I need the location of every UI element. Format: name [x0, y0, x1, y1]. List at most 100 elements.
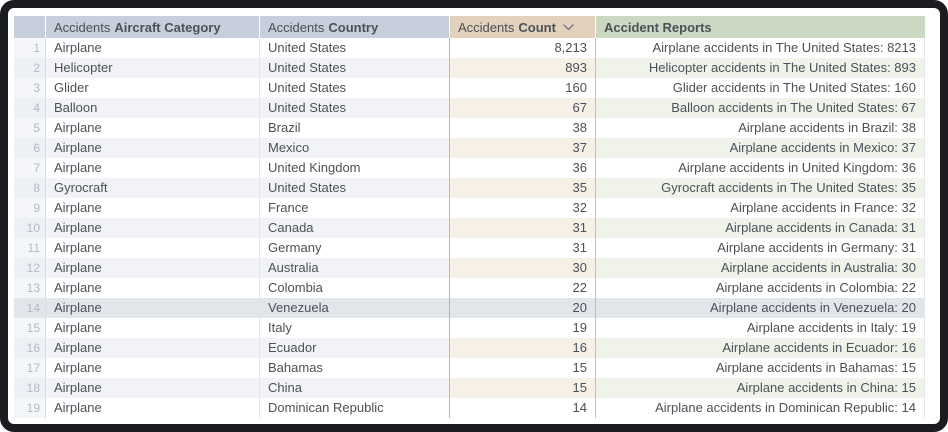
- table-row[interactable]: 17 Airplane Bahamas 15 Airplane accident…: [14, 358, 925, 378]
- aircraft-category-cell: Airplane: [46, 198, 260, 218]
- table-row[interactable]: 12 Airplane Australia 30 Airplane accide…: [14, 258, 925, 278]
- row-number-cell: 11: [14, 238, 46, 258]
- aircraft-category-cell: Airplane: [46, 158, 260, 178]
- report-cell: Airplane accidents in Venezuela: 20: [596, 298, 925, 318]
- column-header-label: Aircraft Category: [114, 19, 221, 35]
- aircraft-category-cell: Airplane: [46, 118, 260, 138]
- row-number-cell: 10: [14, 218, 46, 238]
- aircraft-category-cell: Balloon: [46, 98, 260, 118]
- report-cell: Airplane accidents in The United States:…: [596, 38, 925, 58]
- count-cell: 67: [450, 98, 596, 118]
- column-header-accident-reports[interactable]: Accident Reports: [596, 16, 925, 38]
- country-cell: Germany: [260, 238, 450, 258]
- report-cell: Airplane accidents in Colombia: 22: [596, 278, 925, 298]
- row-number-cell: 19: [14, 398, 46, 418]
- aircraft-category-cell: Airplane: [46, 38, 260, 58]
- row-number-cell: 18: [14, 378, 46, 398]
- column-header-count[interactable]: Accidents Count: [450, 16, 596, 38]
- report-cell: Airplane accidents in Mexico: 37: [596, 138, 925, 158]
- table-row[interactable]: 9 Airplane France 32 Airplane accidents …: [14, 198, 925, 218]
- row-number-cell: 13: [14, 278, 46, 298]
- aircraft-category-cell: Gyrocraft: [46, 178, 260, 198]
- table-row[interactable]: 6 Airplane Mexico 37 Airplane accidents …: [14, 138, 925, 158]
- report-cell: Airplane accidents in Germany: 31: [596, 238, 925, 258]
- report-cell: Airplane accidents in Canada: 31: [596, 218, 925, 238]
- row-number-cell: 12: [14, 258, 46, 278]
- column-header-prefix: Accidents: [54, 19, 111, 35]
- report-cell: Gyrocraft accidents in The United States…: [596, 178, 925, 198]
- report-cell: Airplane accidents in China: 15: [596, 378, 925, 398]
- row-number-cell: 8: [14, 178, 46, 198]
- count-cell: 31: [450, 218, 596, 238]
- report-cell: Glider accidents in The United States: 1…: [596, 78, 925, 98]
- country-cell: Canada: [260, 218, 450, 238]
- table-row[interactable]: 14 Airplane Venezuela 20 Airplane accide…: [14, 298, 925, 318]
- table-row[interactable]: 13 Airplane Colombia 22 Airplane acciden…: [14, 278, 925, 298]
- aircraft-category-cell: Glider: [46, 78, 260, 98]
- chevron-down-icon[interactable]: [563, 23, 574, 31]
- aircraft-category-cell: Airplane: [46, 298, 260, 318]
- column-header-label: Accident Reports: [604, 19, 712, 35]
- table-row[interactable]: 5 Airplane Brazil 38 Airplane accidents …: [14, 118, 925, 138]
- country-cell: Brazil: [260, 118, 450, 138]
- country-cell: China: [260, 378, 450, 398]
- count-cell: 36: [450, 158, 596, 178]
- country-cell: Colombia: [260, 278, 450, 298]
- row-number-cell: 6: [14, 138, 46, 158]
- country-cell: United States: [260, 58, 450, 78]
- table-row[interactable]: 18 Airplane China 15 Airplane accidents …: [14, 378, 925, 398]
- count-cell: 38: [450, 118, 596, 138]
- row-number-cell: 17: [14, 358, 46, 378]
- table-row[interactable]: 4 Balloon United States 67 Balloon accid…: [14, 98, 925, 118]
- country-cell: Australia: [260, 258, 450, 278]
- country-cell: United States: [260, 178, 450, 198]
- count-cell: 160: [450, 78, 596, 98]
- row-number-cell: 4: [14, 98, 46, 118]
- table-body: 1 Airplane United States 8,213 Airplane …: [14, 38, 925, 418]
- row-number-cell: 9: [14, 198, 46, 218]
- country-cell: Dominican Republic: [260, 398, 450, 418]
- report-cell: Helicopter accidents in The United State…: [596, 58, 925, 78]
- table-row[interactable]: 19 Airplane Dominican Republic 14 Airpla…: [14, 398, 925, 418]
- aircraft-category-cell: Airplane: [46, 238, 260, 258]
- country-cell: United Kingdom: [260, 158, 450, 178]
- aircraft-category-cell: Airplane: [46, 358, 260, 378]
- report-cell: Airplane accidents in Dominican Republic…: [596, 398, 925, 418]
- row-number-cell: 5: [14, 118, 46, 138]
- table-row[interactable]: 1 Airplane United States 8,213 Airplane …: [14, 38, 925, 58]
- count-cell: 35: [450, 178, 596, 198]
- count-cell: 14: [450, 398, 596, 418]
- report-cell: Airplane accidents in Ecuador: 16: [596, 338, 925, 358]
- count-cell: 16: [450, 338, 596, 358]
- country-cell: Mexico: [260, 138, 450, 158]
- table-row[interactable]: 16 Airplane Ecuador 16 Airplane accident…: [14, 338, 925, 358]
- report-cell: Balloon accidents in The United States: …: [596, 98, 925, 118]
- count-cell: 15: [450, 358, 596, 378]
- row-number-cell: 2: [14, 58, 46, 78]
- table-row[interactable]: 15 Airplane Italy 19 Airplane accidents …: [14, 318, 925, 338]
- table-row[interactable]: 3 Glider United States 160 Glider accide…: [14, 78, 925, 98]
- count-cell: 22: [450, 278, 596, 298]
- column-header-label: Count: [518, 19, 556, 35]
- table-row[interactable]: 11 Airplane Germany 31 Airplane accident…: [14, 238, 925, 258]
- row-number-cell: 7: [14, 158, 46, 178]
- table-row[interactable]: 10 Airplane Canada 31 Airplane accidents…: [14, 218, 925, 238]
- count-cell: 30: [450, 258, 596, 278]
- country-cell: United States: [260, 78, 450, 98]
- report-cell: Airplane accidents in France: 32: [596, 198, 925, 218]
- column-header-country[interactable]: Accidents Country: [260, 16, 450, 38]
- country-cell: Ecuador: [260, 338, 450, 358]
- table-row[interactable]: 7 Airplane United Kingdom 36 Airplane ac…: [14, 158, 925, 178]
- report-cell: Airplane accidents in Bahamas: 15: [596, 358, 925, 378]
- report-cell: Airplane accidents in Brazil: 38: [596, 118, 925, 138]
- row-number-cell: 14: [14, 298, 46, 318]
- column-header-aircraft-category[interactable]: Accidents Aircraft Category: [46, 16, 260, 38]
- country-cell: United States: [260, 98, 450, 118]
- count-cell: 37: [450, 138, 596, 158]
- aircraft-category-cell: Airplane: [46, 378, 260, 398]
- table-row[interactable]: 2 Helicopter United States 893 Helicopte…: [14, 58, 925, 78]
- row-number-cell: 16: [14, 338, 46, 358]
- table-row[interactable]: 8 Gyrocraft United States 35 Gyrocraft a…: [14, 178, 925, 198]
- count-cell: 893: [450, 58, 596, 78]
